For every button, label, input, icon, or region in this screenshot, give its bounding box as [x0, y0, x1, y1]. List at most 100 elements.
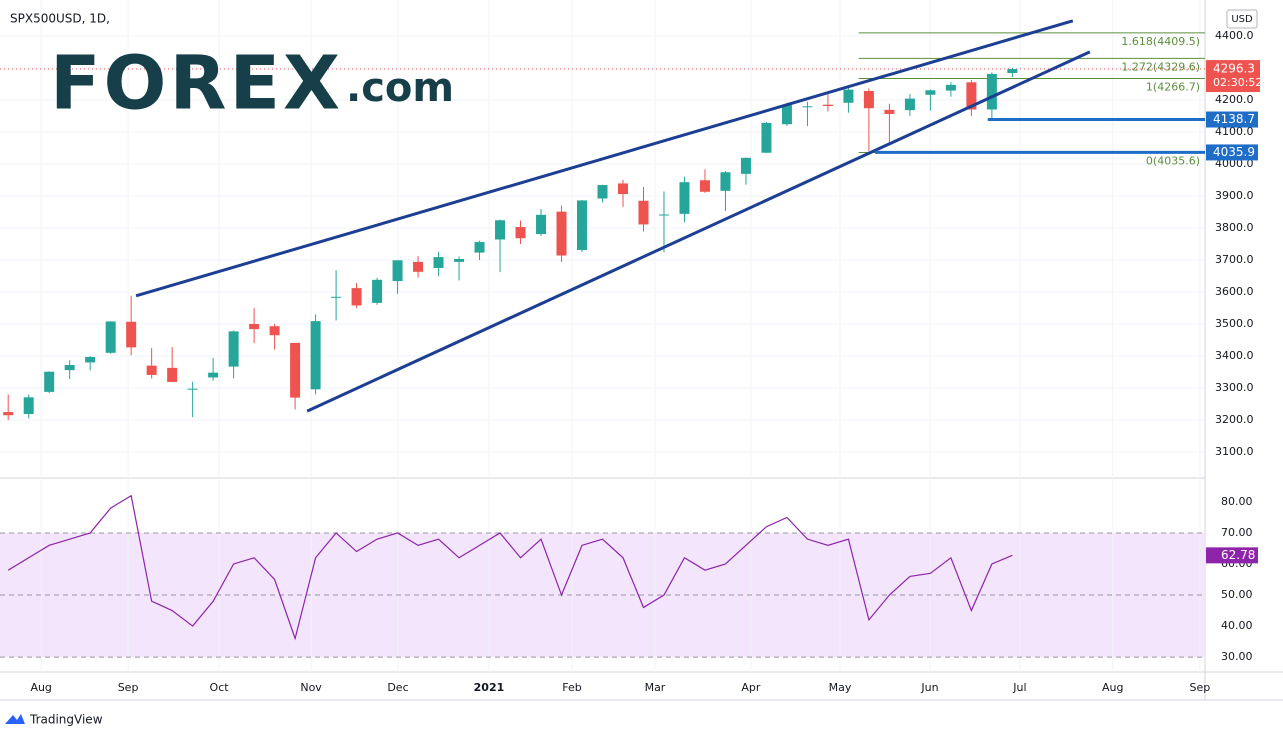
level-badge: [1206, 144, 1258, 161]
candle-body: [3, 412, 14, 416]
candle-body: [884, 109, 895, 114]
y-tick-label: 80.00: [1221, 495, 1253, 508]
candle-body: [351, 288, 362, 306]
y-tick-label: 3700.0: [1215, 253, 1254, 266]
candle-body: [44, 371, 55, 392]
x-tick-label: Dec: [387, 681, 408, 694]
y-tick-label: 50.00: [1221, 588, 1253, 601]
logo-suffix: .com: [346, 65, 454, 111]
candle-body: [822, 104, 833, 106]
candle-body: [515, 226, 526, 239]
fib-label: 1.272(4329.6): [1121, 60, 1200, 73]
x-tick-label: Jun: [920, 681, 938, 694]
candle-body: [105, 321, 116, 353]
candle-body: [720, 172, 731, 191]
candle-body: [699, 180, 710, 192]
rsi-badge: [1206, 547, 1258, 564]
y-tick-label: 3100.0: [1215, 445, 1254, 458]
candle-body: [249, 324, 260, 330]
rsi-value-label: 62.78: [1221, 548, 1255, 562]
y-tick-label: 3400.0: [1215, 349, 1254, 362]
candle-body: [187, 388, 198, 390]
fib-label: 1(4266.7): [1146, 81, 1200, 94]
currency-label: USD: [1231, 14, 1253, 25]
candle-body: [126, 321, 137, 348]
candle-body: [454, 259, 465, 262]
candle-body: [986, 73, 997, 110]
countdown-label: 02:30:52: [1213, 76, 1262, 89]
tradingview-icon: [5, 714, 25, 724]
candle-body: [64, 364, 75, 371]
level-badge: [1206, 111, 1258, 128]
candle-body: [208, 372, 219, 378]
candle-body: [331, 296, 342, 298]
x-tick-label: Aug: [30, 681, 51, 694]
candle-body: [495, 220, 506, 240]
y-tick-label: 70.00: [1221, 526, 1253, 539]
candle-body: [843, 89, 854, 103]
x-tick-label: May: [829, 681, 852, 694]
candle-body: [85, 356, 96, 363]
candle-body: [269, 326, 280, 336]
y-tick-label: 30.00: [1221, 650, 1253, 663]
candle-body: [925, 90, 936, 95]
candle-body: [392, 260, 403, 282]
x-tick-label: Nov: [300, 681, 322, 694]
candle-body: [23, 397, 34, 414]
x-tick-label: Aug: [1102, 681, 1123, 694]
candle-body: [413, 261, 424, 272]
candle-body: [577, 200, 588, 251]
candle-body: [638, 200, 649, 225]
y-tick-label: 3600.0: [1215, 285, 1254, 298]
y-tick-label: 3300.0: [1215, 381, 1254, 394]
y-tick-label: 40.00: [1221, 619, 1253, 632]
x-tick-label: 2021: [474, 681, 505, 694]
candle-body: [536, 214, 547, 235]
y-tick-label: 4200.0: [1215, 93, 1254, 106]
x-tick-label: Apr: [741, 681, 761, 694]
candle-body: [617, 183, 628, 195]
candle-body: [167, 367, 178, 382]
y-tick-label: 3200.0: [1215, 413, 1254, 426]
level-label: 4035.9: [1213, 145, 1255, 159]
x-tick-label: Oct: [210, 681, 230, 694]
layer: 3100.0 3200.0 3300.0 3400.0 3500.0 3600.0 3700…: [0, 0, 1262, 694]
candle-body: [781, 104, 792, 125]
candle-body: [433, 257, 444, 268]
candle-body: [474, 242, 485, 253]
trendline: [306, 50, 1091, 413]
x-tick-label: Feb: [562, 681, 581, 694]
fib-label: 0(4035.6): [1146, 155, 1200, 168]
candle-body: [658, 214, 669, 216]
candle-body: [228, 331, 239, 367]
x-tick-label: Jul: [1012, 681, 1026, 694]
x-tick-label: Sep: [118, 681, 139, 694]
currency-box: [1226, 9, 1258, 29]
y-tick-label: 3500.0: [1215, 317, 1254, 330]
candle-body: [966, 82, 977, 110]
footer-brand: TradingView: [29, 713, 103, 727]
candle-body: [310, 321, 321, 390]
y-tick-label: 4100.0: [1215, 125, 1254, 138]
candle-body: [740, 157, 751, 174]
last-price-label: 4296.3: [1213, 62, 1255, 76]
y-tick-label: 4400.0: [1215, 29, 1254, 42]
candle-body: [1007, 69, 1018, 73]
candle-body: [290, 342, 301, 398]
x-tick-label: Sep: [1190, 681, 1211, 694]
candle-body: [802, 106, 813, 108]
candle-body: [372, 279, 383, 303]
candle-body: [904, 98, 915, 111]
y-tick-label: 3900.0: [1215, 189, 1254, 202]
symbol-title: SPX500USD, 1D,: [10, 12, 110, 26]
trendline: [135, 19, 1074, 298]
y-tick-label: 3800.0: [1215, 221, 1254, 234]
x-tick-label: Mar: [645, 681, 666, 694]
candle-body: [556, 211, 567, 256]
last-price-badge: [1206, 60, 1260, 93]
logo-brand: FOREX: [50, 41, 343, 127]
candle-body: [863, 90, 874, 109]
level-label: 4138.7: [1213, 112, 1255, 126]
candle-body: [761, 122, 772, 153]
